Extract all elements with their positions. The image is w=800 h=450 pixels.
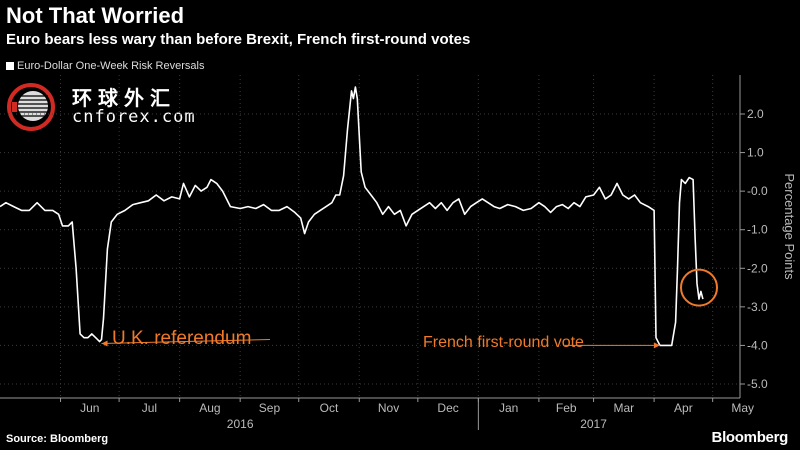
x-tick-label: Mar	[613, 401, 634, 415]
year-label: 2017	[580, 417, 607, 431]
x-tick-label: Oct	[320, 401, 339, 415]
legend-swatch	[6, 62, 14, 70]
source-note: Source: Bloomberg	[6, 433, 109, 445]
chart-title: Not That Worried	[6, 3, 185, 28]
x-tick-label: Sep	[259, 401, 281, 415]
brand-logo: Bloomberg	[711, 429, 789, 446]
x-tick-label: Nov	[378, 401, 399, 415]
y-tick-label: 2.0	[747, 107, 764, 121]
series-line	[0, 86, 704, 347]
arrow-head-icon	[101, 340, 108, 347]
arrow-head-icon	[653, 342, 660, 349]
annotation-arrow	[101, 339, 271, 344]
legend-label: Euro-Dollar One-Week Risk Reversals	[17, 60, 205, 72]
legend: Euro-Dollar One-Week Risk Reversals	[6, 60, 204, 72]
x-tick-label: May	[731, 401, 754, 415]
x-tick-label: Apr	[674, 401, 693, 415]
y-tick-label: -4.0	[747, 338, 768, 352]
y-tick-label: -1.0	[747, 223, 768, 237]
watermark-cn-text: 环球外汇	[72, 88, 176, 110]
y-axis-title: Percentage Points	[782, 173, 797, 280]
chart-subtitle: Euro bears less wary than before Brexit,…	[6, 31, 471, 48]
series	[0, 86, 704, 347]
x-tick-label: Dec	[437, 401, 458, 415]
annotation-label: French first-round vote	[423, 334, 584, 351]
y-tick-label: -0.0	[747, 184, 768, 198]
x-tick-label: Aug	[199, 401, 220, 415]
annotation-label: U.K. referendum	[112, 328, 251, 349]
y-tick-label: 1.0	[747, 146, 764, 160]
watermark-en-text: cnforex.com	[72, 107, 196, 127]
y-tick-label: -5.0	[747, 377, 768, 391]
watermark: 环球外汇 cnforex.com	[6, 82, 196, 132]
axes: 2.0 1.0 -0.0 -1.0 -2.0 -3.0 -4.0 -5.0 Jun Jul Aug S…	[0, 75, 797, 431]
y-tick-label: -3.0	[747, 300, 768, 314]
x-tick-label: Feb	[556, 401, 577, 415]
annotations: U.K. referendum French first-round vote	[101, 268, 718, 351]
x-tick-label: Jan	[499, 401, 518, 415]
x-tick-label: Jul	[142, 401, 157, 415]
grid	[0, 75, 740, 398]
y-tick-label: -2.0	[747, 261, 768, 275]
year-label: 2016	[227, 417, 254, 431]
x-tick-label: Jun	[80, 401, 99, 415]
highlight-circle	[679, 268, 718, 307]
